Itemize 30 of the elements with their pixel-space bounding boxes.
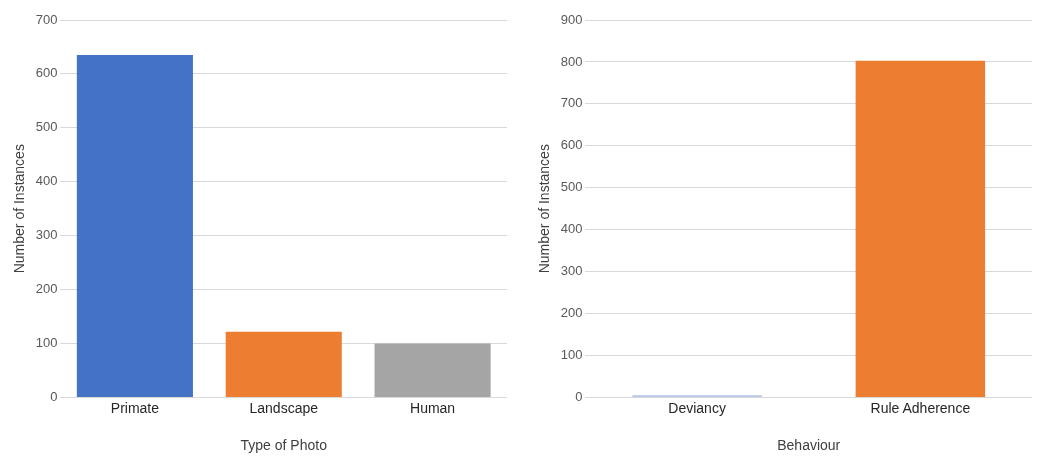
y-tick-label: 600 [35, 65, 58, 81]
y-tick-label: 0 [575, 388, 583, 404]
y-tick-label: 800 [560, 53, 583, 69]
bar [374, 343, 491, 397]
x-tick-label: Deviancy [668, 399, 726, 416]
y-tick-label: 100 [35, 335, 58, 351]
y-tick-label: 500 [560, 179, 583, 195]
y-tick-label: 200 [560, 305, 583, 321]
x-tick-label: Landscape [249, 399, 319, 416]
y-tick-label: 400 [560, 221, 583, 237]
y-axis-title: Number of Instances [11, 144, 28, 274]
x-tick-label: Primate [110, 399, 160, 416]
x-axis-title: Type of Photo [240, 437, 328, 454]
y-tick-label: 600 [560, 137, 583, 153]
x-tick-label: Human [410, 399, 456, 416]
y-tick-label: 0 [50, 388, 58, 404]
y-tick-label: 700 [35, 11, 58, 27]
y-tick-label: 500 [35, 119, 58, 135]
y-tick-label: 400 [35, 173, 58, 189]
bar [76, 55, 193, 397]
y-tick-label: 300 [35, 227, 58, 243]
y-tick-label: 100 [560, 347, 583, 363]
y-tick-label: 700 [560, 95, 583, 111]
y-tick-label: 300 [560, 263, 583, 279]
y-tick-label: 900 [560, 11, 583, 27]
y-tick-label: 200 [35, 281, 58, 297]
x-tick-label: Rule Adherence [870, 399, 971, 416]
x-axis-title: Behaviour [777, 437, 841, 454]
y-axis-title: Number of Instances [536, 144, 553, 274]
bar [225, 331, 342, 397]
